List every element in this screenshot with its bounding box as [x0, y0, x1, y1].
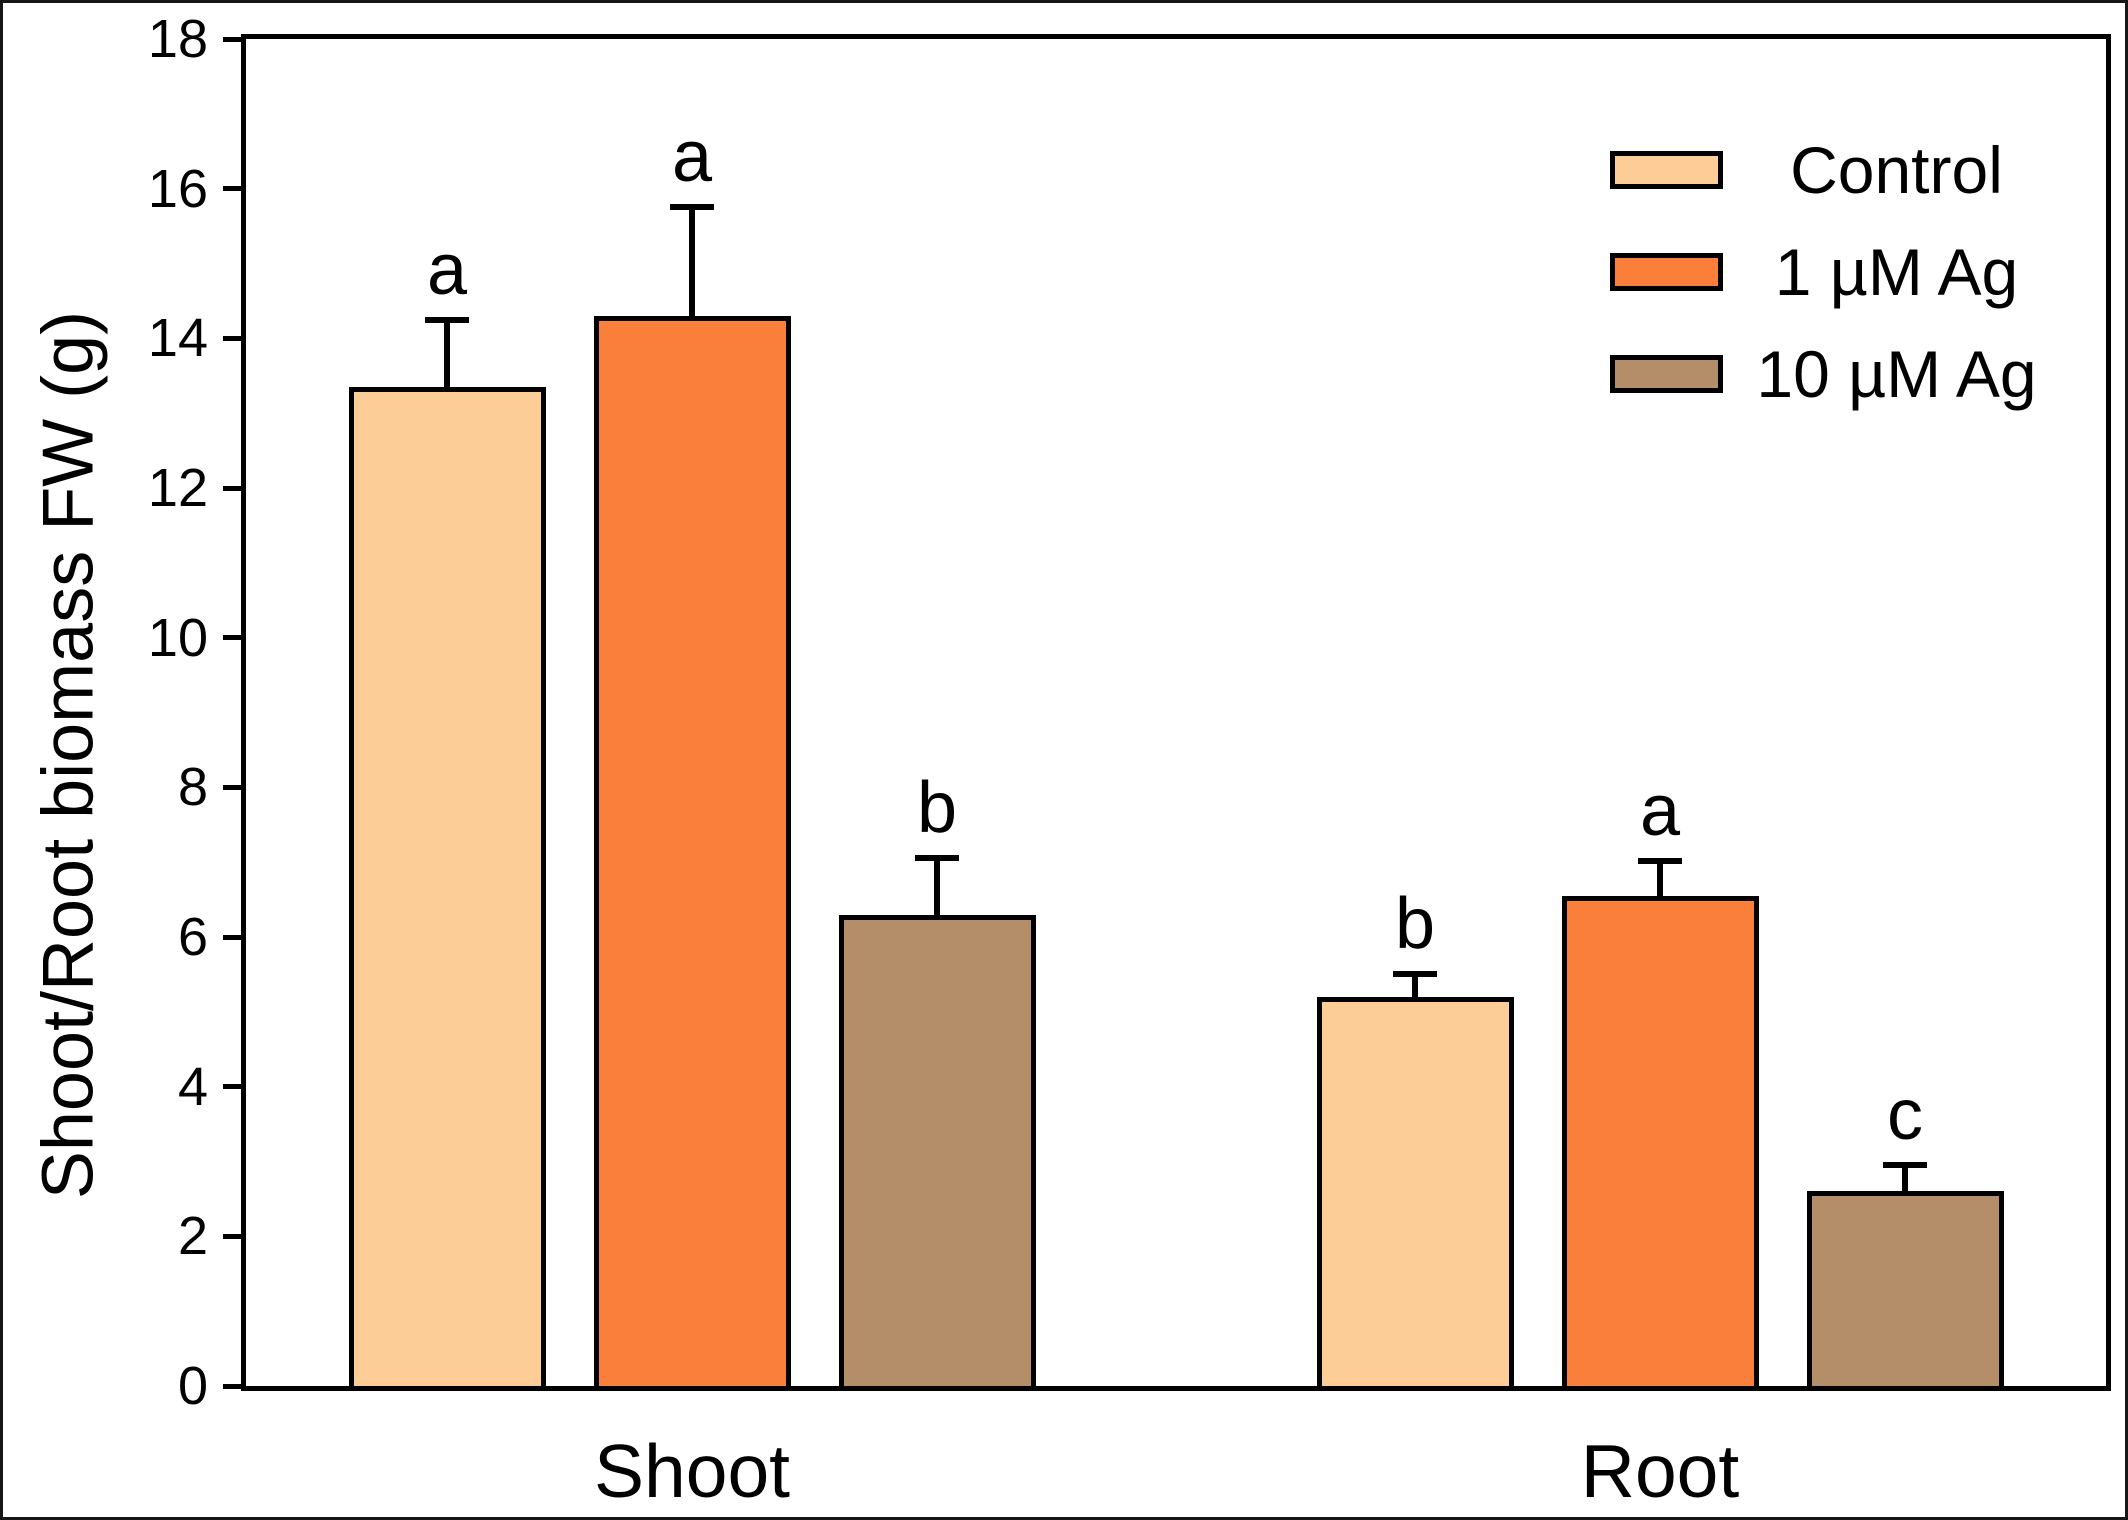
bar-shoot-3 [838, 914, 1036, 1391]
x-category-label-root: Root [1580, 1429, 1740, 1513]
error-bar-line [1412, 974, 1418, 997]
y-tick-label: 12 [147, 458, 208, 518]
legend-row: Control [1610, 119, 2070, 221]
legend-row: 1 µM Ag [1610, 221, 2070, 323]
error-bar-cap [915, 855, 959, 862]
legend-row: 10 µM Ag [1610, 323, 2070, 425]
legend-label-control: Control [1790, 133, 2003, 207]
y-tick-label: 16 [147, 158, 208, 219]
bar-root-2 [1561, 895, 1759, 1391]
y-tick [223, 36, 241, 42]
y-tick [223, 1084, 241, 1090]
y-tick [223, 784, 241, 790]
y-tick [223, 335, 241, 341]
legend-swatch-control [1610, 151, 1723, 189]
y-tick-label: 14 [147, 308, 208, 369]
legend-swatch-1um-ag [1610, 253, 1723, 291]
bar-shoot-1 [348, 386, 546, 1391]
y-tick-label: 18 [147, 9, 208, 69]
y-tick [223, 1233, 241, 1239]
y-tick [223, 635, 241, 641]
error-bar-cap [1883, 1162, 1927, 1169]
y-tick-label: 10 [147, 607, 208, 668]
y-tick-label: 8 [177, 757, 208, 818]
legend-label-10um-ag: 10 µM Ag [1756, 337, 2037, 411]
y-tick-label: 0 [177, 1356, 208, 1416]
sig-letter: a [1639, 770, 1681, 851]
y-tick [223, 485, 241, 491]
legend-label-1um-ag: 1 µM Ag [1774, 235, 2019, 309]
error-bar-cap [1393, 971, 1437, 978]
bar-root-3 [1806, 1191, 2004, 1391]
error-bar-cap [1638, 857, 1682, 864]
sig-letter: b [916, 768, 958, 849]
sig-letter: a [426, 229, 468, 310]
sig-letter: b [1394, 884, 1436, 965]
y-tick [223, 934, 241, 940]
y-tick-label: 2 [177, 1206, 208, 1267]
error-bar-line [1657, 860, 1663, 896]
legend-swatch-10um-ag [1610, 355, 1723, 393]
error-bar-cap [425, 316, 469, 323]
error-bar-line [1902, 1165, 1908, 1192]
error-bar-line [444, 319, 450, 387]
legend: Control 1 µM Ag 10 µM Ag [1610, 119, 2070, 425]
error-bar-line [689, 207, 695, 316]
y-tick-label: 6 [177, 907, 208, 967]
y-tick [223, 1383, 241, 1389]
bar-shoot-2 [593, 315, 791, 1391]
sig-letter: a [671, 117, 713, 198]
y-tick-label: 4 [177, 1056, 208, 1117]
error-bar-cap [670, 204, 714, 211]
bar-root-1 [1316, 996, 1514, 1391]
sig-letter: c [1887, 1075, 1923, 1156]
error-bar-line [934, 858, 940, 915]
y-tick [223, 186, 241, 192]
plot-area: Control 1 µM Ag 10 µM Ag a b a a b c [241, 34, 2111, 1391]
x-category-label-shoot: Shoot [594, 1429, 790, 1513]
